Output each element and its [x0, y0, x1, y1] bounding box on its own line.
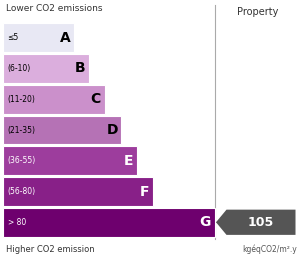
Text: 105: 105	[248, 216, 274, 229]
Text: Higher CO2 emission: Higher CO2 emission	[6, 245, 94, 254]
Text: (21-35): (21-35)	[8, 126, 35, 134]
Text: (36-55): (36-55)	[8, 156, 36, 165]
Text: kgéqCO2/m².y: kgéqCO2/m².y	[242, 245, 297, 254]
Text: Lower CO2 emissions: Lower CO2 emissions	[6, 3, 103, 12]
Text: Property: Property	[237, 7, 278, 17]
Text: (11-20): (11-20)	[8, 95, 35, 104]
Text: (6-10): (6-10)	[8, 64, 31, 73]
Text: ≤5: ≤5	[8, 33, 19, 42]
Text: E: E	[124, 154, 134, 168]
Text: C: C	[91, 92, 101, 106]
Text: D: D	[106, 123, 118, 137]
Text: F: F	[140, 185, 150, 198]
Text: > 80: > 80	[8, 218, 26, 227]
Text: G: G	[200, 215, 211, 229]
Text: (56-80): (56-80)	[8, 187, 36, 196]
Text: B: B	[74, 62, 85, 75]
Text: A: A	[59, 31, 70, 45]
